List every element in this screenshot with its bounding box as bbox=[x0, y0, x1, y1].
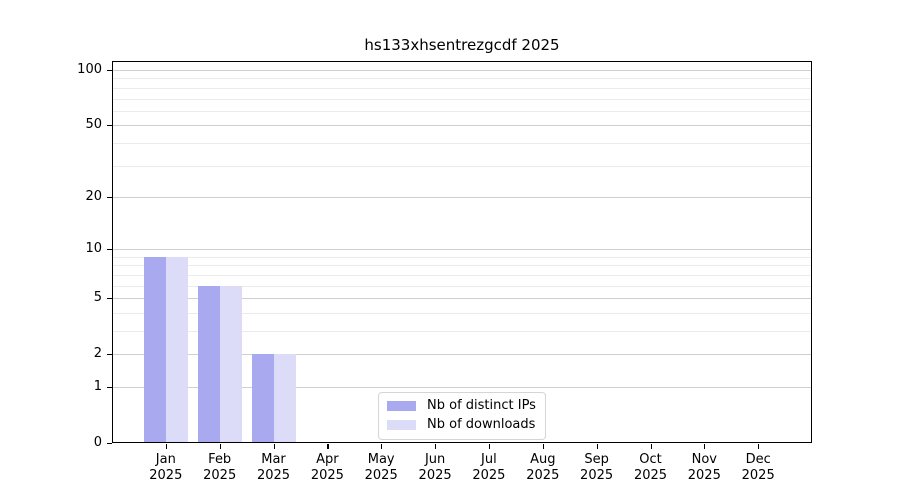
x-tick-label: Oct 2025 bbox=[633, 452, 668, 483]
x-tick-mark bbox=[327, 444, 329, 449]
major-gridline bbox=[112, 196, 812, 198]
x-tick-mark bbox=[165, 444, 167, 449]
legend-item-distinct-ips: Nb of distinct IPs bbox=[387, 398, 536, 414]
x-tick-label: Nov 2025 bbox=[687, 452, 721, 483]
minor-gridline bbox=[112, 87, 812, 89]
major-gridline bbox=[112, 354, 812, 356]
x-tick-mark bbox=[650, 444, 652, 449]
plot-border bbox=[112, 61, 812, 443]
minor-gridline bbox=[112, 274, 812, 276]
bar-downloads bbox=[219, 285, 242, 443]
y-tick-mark bbox=[107, 249, 112, 251]
minor-gridline bbox=[112, 312, 812, 314]
x-tick-label: Mar 2025 bbox=[256, 452, 291, 483]
y-tick-mark bbox=[107, 354, 112, 356]
y-tick-label: 50 bbox=[85, 117, 102, 133]
y-tick-mark bbox=[107, 196, 112, 199]
legend-swatch-distinct-ips bbox=[387, 401, 416, 411]
bar-downloads bbox=[165, 256, 188, 443]
y-tick-label: 2 bbox=[93, 346, 102, 362]
x-tick-label: Sep 2025 bbox=[580, 452, 614, 483]
minor-gridline bbox=[112, 78, 812, 80]
y-tick-mark bbox=[107, 125, 112, 127]
y-tick-mark bbox=[107, 298, 112, 300]
y-tick-label: 1 bbox=[93, 379, 102, 394]
x-tick-mark bbox=[542, 444, 544, 449]
x-tick-mark bbox=[758, 444, 760, 449]
x-tick-label: Aug 2025 bbox=[526, 452, 560, 483]
y-tick-label: 5 bbox=[93, 290, 102, 306]
legend-label-downloads: Nb of downloads bbox=[427, 417, 536, 432]
x-tick-label: Apr 2025 bbox=[310, 452, 344, 483]
bar-distinct-ips bbox=[197, 285, 220, 443]
chart-title: hs133xhsentrezgcdf 2025 bbox=[364, 36, 560, 54]
minor-gridline bbox=[112, 142, 812, 144]
x-tick-label: Feb 2025 bbox=[203, 452, 237, 483]
x-tick-label: Jun 2025 bbox=[418, 452, 452, 483]
major-gridline bbox=[112, 249, 812, 251]
bar-distinct-ips bbox=[143, 256, 166, 443]
y-tick-mark bbox=[107, 443, 112, 445]
x-tick-mark bbox=[435, 444, 437, 449]
y-tick-label: 100 bbox=[77, 62, 102, 77]
minor-gridline bbox=[112, 98, 812, 100]
x-tick-mark bbox=[704, 444, 706, 449]
major-gridline bbox=[112, 70, 812, 71]
minor-gridline bbox=[112, 165, 812, 167]
x-tick-label: Dec 2025 bbox=[741, 452, 775, 483]
x-tick-label: May 2025 bbox=[364, 452, 398, 483]
bar-downloads bbox=[273, 354, 296, 443]
minor-gridline bbox=[112, 331, 812, 332]
minor-gridline bbox=[112, 265, 812, 267]
major-gridline bbox=[112, 125, 812, 127]
legend-label-distinct-ips: Nb of distinct IPs bbox=[427, 398, 536, 413]
major-gridline bbox=[112, 298, 812, 300]
x-tick-mark bbox=[219, 444, 221, 449]
minor-gridline bbox=[112, 285, 812, 287]
legend-swatch-downloads bbox=[387, 420, 416, 430]
x-tick-mark bbox=[381, 444, 383, 449]
y-tick-label: 0 bbox=[93, 435, 102, 450]
legend: Nb of distinct IPs Nb of downloads bbox=[378, 392, 546, 440]
x-tick-label: Jan 2025 bbox=[149, 452, 183, 483]
y-tick-mark bbox=[107, 387, 112, 389]
bar-distinct-ips bbox=[251, 354, 274, 443]
major-gridline bbox=[112, 387, 812, 388]
x-tick-label: Jul 2025 bbox=[472, 452, 506, 483]
legend-item-downloads: Nb of downloads bbox=[387, 417, 536, 433]
y-tick-label: 10 bbox=[85, 241, 102, 257]
y-tick-mark bbox=[107, 70, 112, 72]
x-tick-mark bbox=[273, 444, 275, 449]
minor-gridline bbox=[112, 256, 812, 258]
x-tick-mark bbox=[596, 444, 598, 449]
y-tick-label: 20 bbox=[85, 188, 102, 204]
x-tick-mark bbox=[488, 444, 491, 449]
minor-gridline bbox=[112, 110, 812, 112]
